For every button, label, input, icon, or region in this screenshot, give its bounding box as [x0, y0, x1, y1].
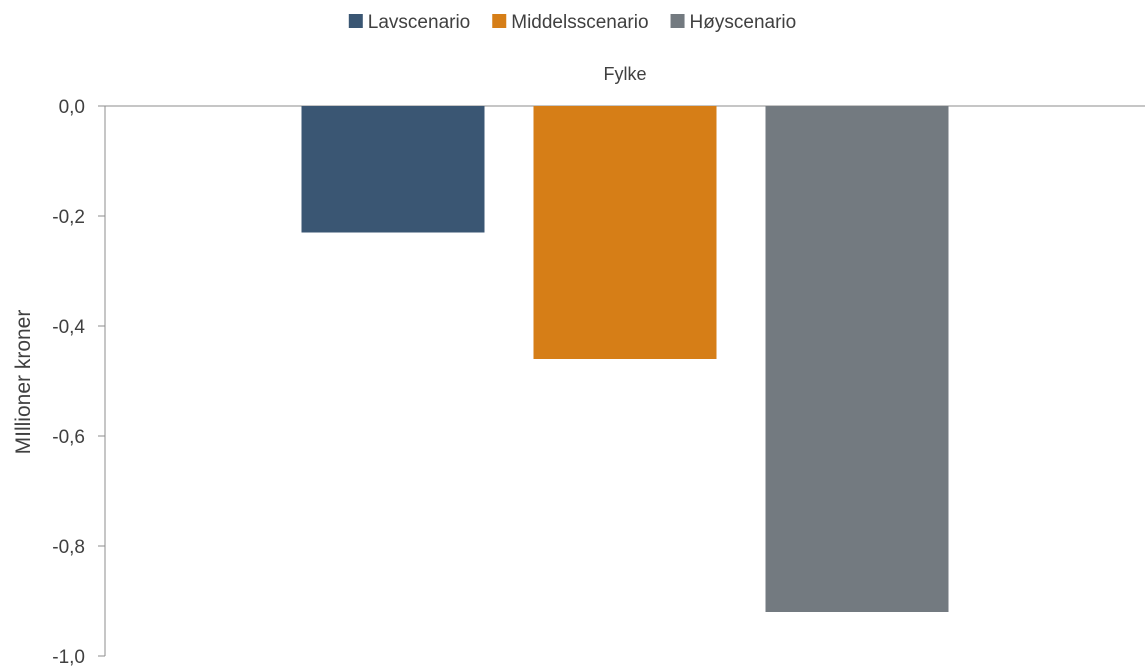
- y-tick-label: -0,8: [52, 537, 85, 558]
- y-tick-label: -1,0: [52, 647, 85, 668]
- legend-label: Høyscenario: [690, 12, 797, 33]
- legend-item: Høyscenario: [670, 12, 797, 33]
- legend-label: Lavscenario: [368, 12, 470, 33]
- y-tick-label: -0,2: [52, 207, 85, 228]
- legend-item: Middelsscenario: [492, 12, 649, 33]
- category-labels: Fylke: [603, 64, 646, 84]
- legend-label: Middelsscenario: [511, 12, 648, 33]
- legend-swatch: [492, 14, 507, 28]
- y-tick-label: -0,6: [52, 427, 85, 448]
- legend-item: Lavscenario: [348, 12, 470, 33]
- bar-middelsscenario: [533, 106, 717, 359]
- legend: Lavscenario Middelsscenario Høyscenario: [348, 12, 797, 33]
- y-tick-label: 0,0: [59, 97, 85, 118]
- legend-swatch: [670, 14, 685, 28]
- legend-swatch: [348, 14, 363, 28]
- bar-h-yscenario: [765, 106, 949, 612]
- y-axis-label: MIllioner kroner: [12, 310, 35, 455]
- bar-lavscenario: [301, 106, 485, 233]
- y-tick-label: -0,4: [52, 317, 85, 338]
- bars: [301, 106, 949, 612]
- category-label: Fylke: [603, 64, 646, 84]
